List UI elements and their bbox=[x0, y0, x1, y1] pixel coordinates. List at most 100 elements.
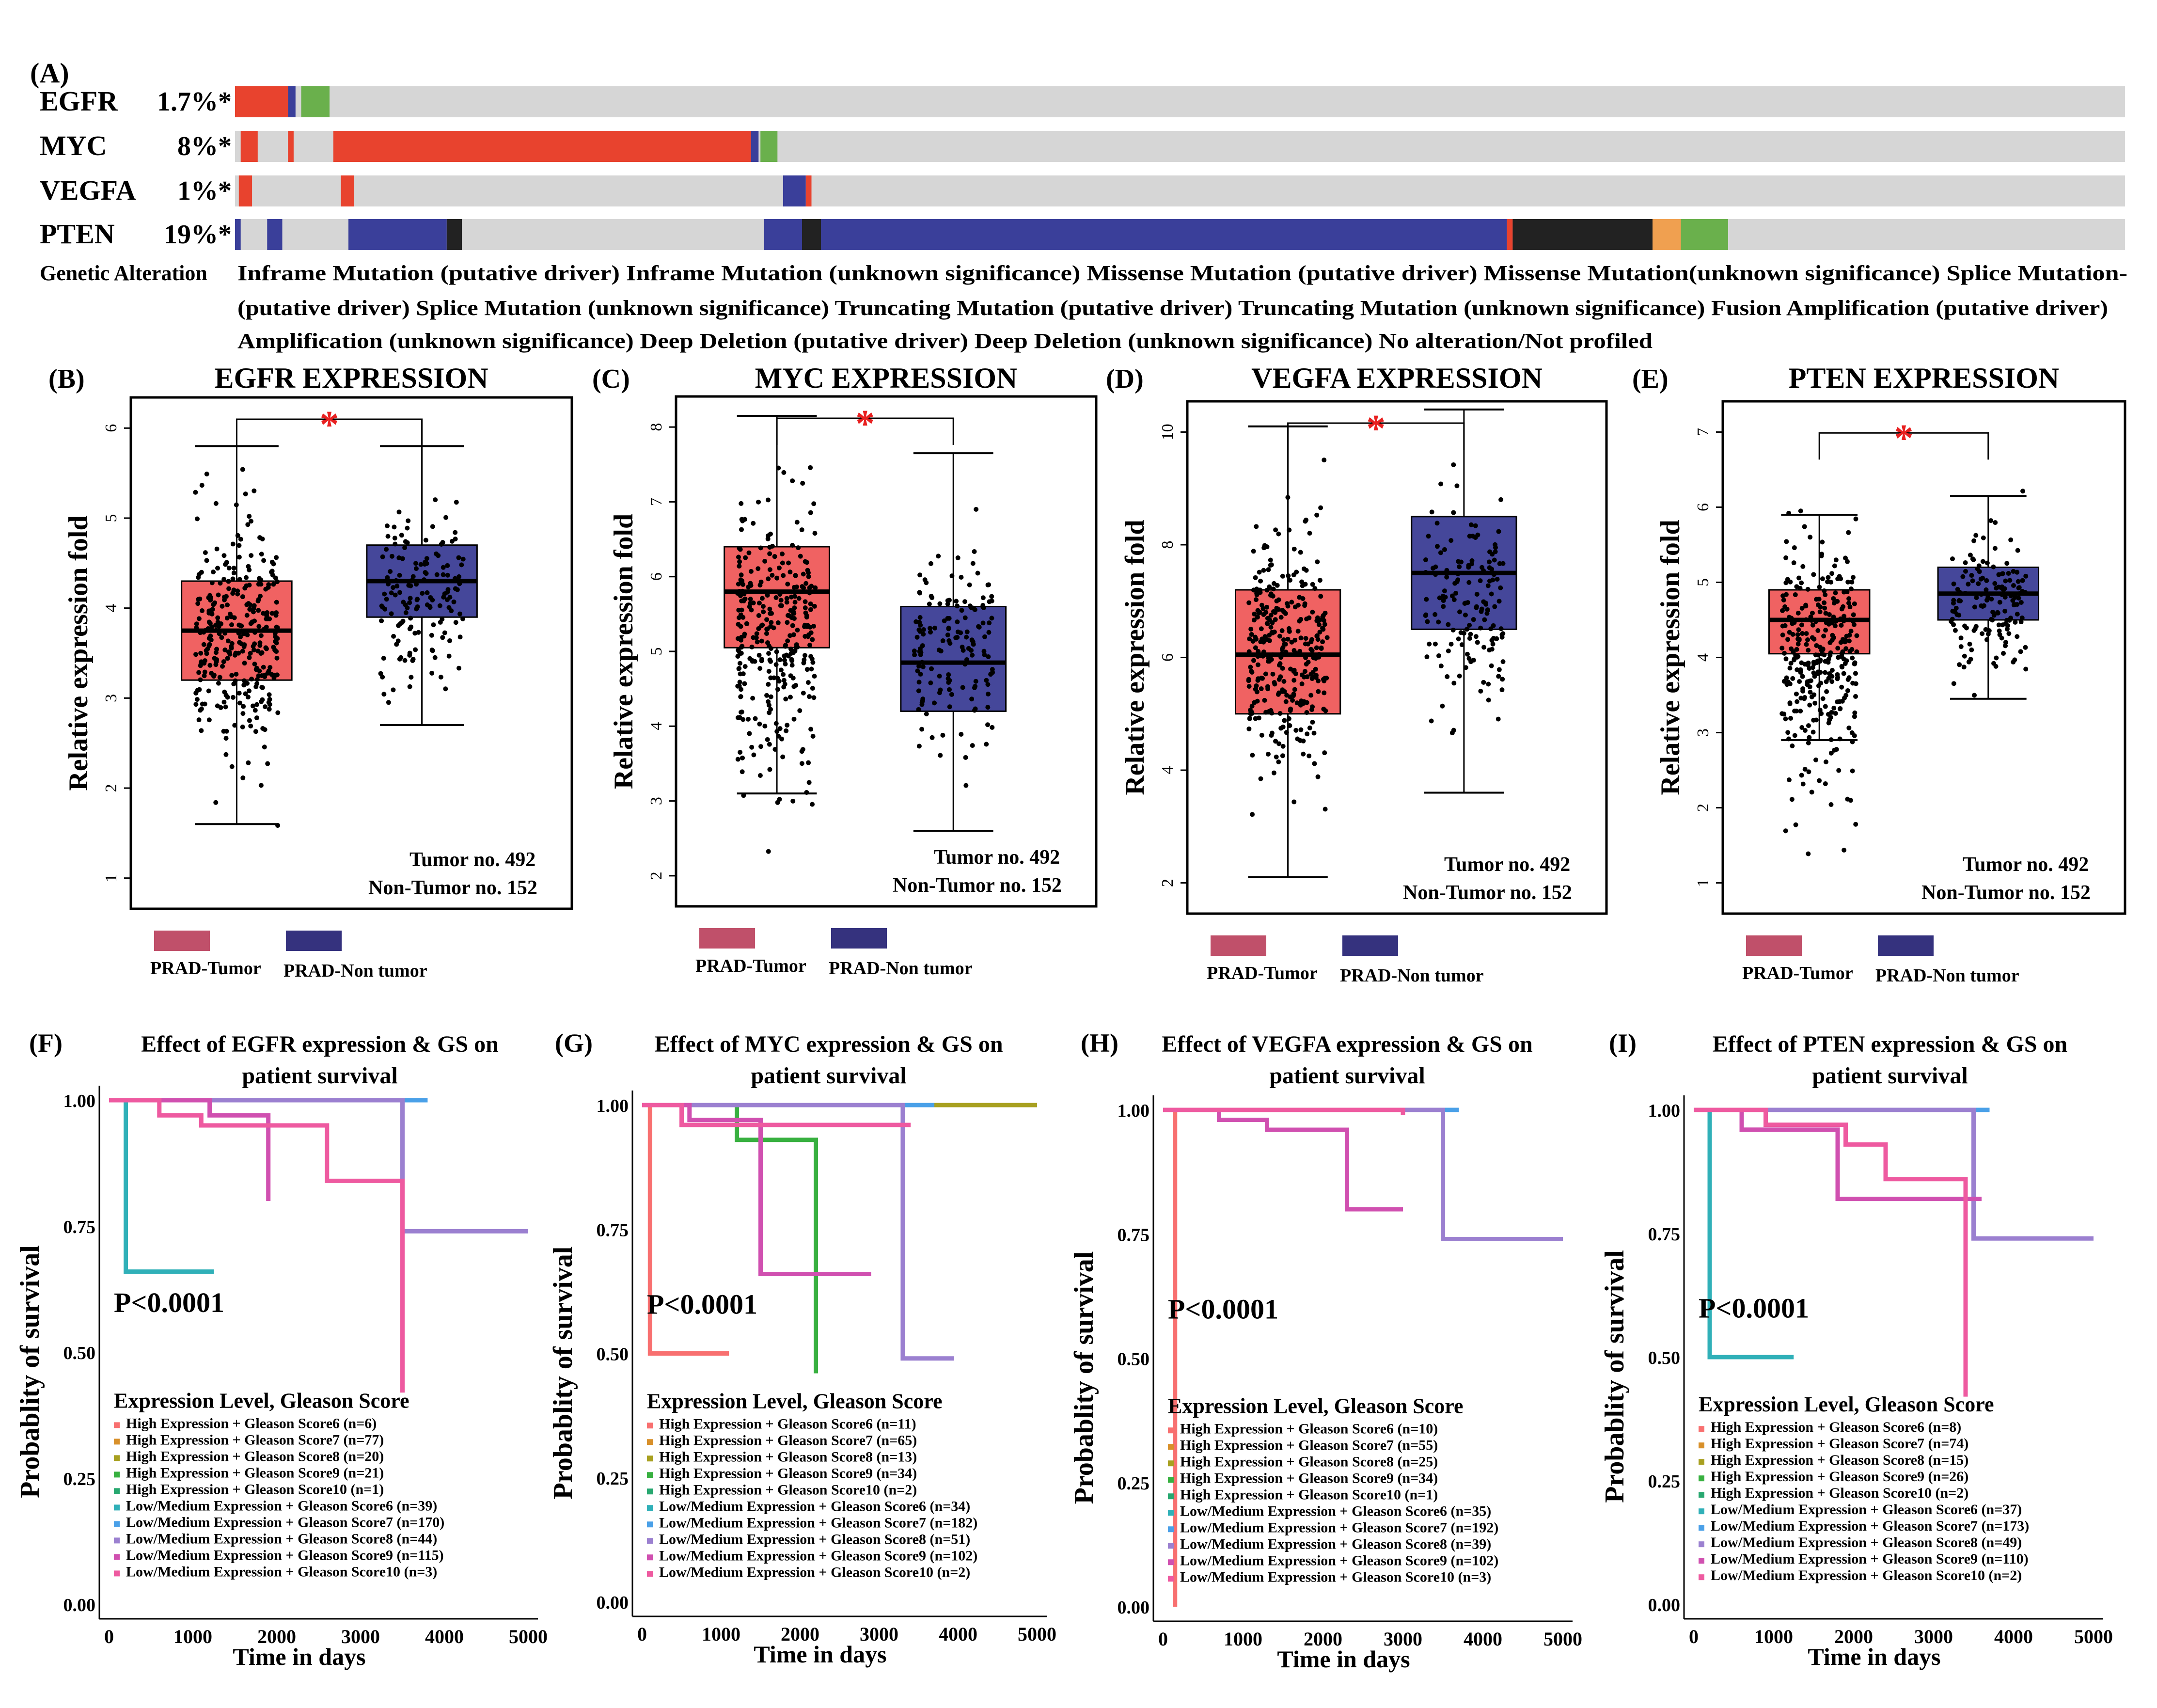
y-axis-label: Probablity of survival bbox=[548, 1247, 578, 1500]
data-point bbox=[1298, 550, 1303, 555]
legend-swatch-normal bbox=[1878, 935, 1934, 956]
y-tick-label: 1 bbox=[1694, 879, 1712, 887]
data-point bbox=[261, 664, 266, 670]
legend-entry: High Expression + Gleason Score10 (n=2) bbox=[659, 1482, 917, 1498]
data-point bbox=[1270, 671, 1275, 677]
data-point bbox=[1847, 648, 1853, 654]
legend-swatch bbox=[1168, 1576, 1174, 1582]
data-point bbox=[1500, 677, 1505, 682]
data-point bbox=[740, 769, 745, 775]
data-point bbox=[389, 554, 394, 559]
data-point bbox=[764, 617, 770, 622]
data-point bbox=[230, 541, 236, 547]
data-point bbox=[735, 757, 740, 762]
data-point bbox=[1301, 738, 1306, 743]
data-point bbox=[231, 681, 236, 687]
data-point bbox=[774, 729, 780, 734]
data-point bbox=[804, 790, 809, 795]
chart-title: patient survival bbox=[751, 1063, 906, 1089]
legend-entry: Low/Medium Expression + Gleason Score7 (… bbox=[1180, 1519, 1498, 1535]
panel-label: (D) bbox=[1106, 364, 1144, 394]
data-point bbox=[1851, 622, 1857, 627]
data-point bbox=[1248, 708, 1253, 713]
data-point bbox=[246, 601, 251, 606]
data-point bbox=[438, 675, 443, 680]
data-point bbox=[810, 686, 815, 691]
data-point bbox=[774, 575, 780, 581]
data-point bbox=[1295, 629, 1301, 634]
data-point bbox=[1787, 681, 1793, 687]
data-point bbox=[1267, 584, 1272, 589]
tumor-count: Tumor no. 492 bbox=[934, 846, 1060, 869]
legend-entry: Low/Medium Expression + Gleason Score9 (… bbox=[1711, 1551, 2029, 1567]
data-point bbox=[193, 652, 199, 657]
data-point bbox=[1853, 694, 1858, 699]
data-point bbox=[972, 607, 977, 612]
data-point bbox=[1438, 550, 1443, 555]
data-point bbox=[748, 597, 753, 602]
data-point bbox=[407, 652, 412, 658]
data-point bbox=[235, 533, 240, 538]
data-point bbox=[1794, 647, 1799, 652]
data-point bbox=[1972, 693, 1977, 698]
data-point bbox=[202, 669, 207, 675]
gene-percentage: 19%* bbox=[164, 220, 232, 250]
data-point bbox=[791, 585, 797, 590]
data-point bbox=[777, 726, 783, 731]
data-point bbox=[1852, 661, 1858, 666]
data-point bbox=[1814, 597, 1819, 602]
data-point bbox=[767, 545, 772, 550]
data-point bbox=[1481, 680, 1486, 685]
data-point bbox=[784, 728, 789, 733]
data-point bbox=[928, 561, 933, 566]
data-point bbox=[1459, 559, 1464, 565]
data-point bbox=[946, 598, 952, 603]
data-point bbox=[1292, 604, 1298, 610]
data-point bbox=[1314, 633, 1320, 638]
alteration-segment bbox=[240, 131, 258, 162]
data-point bbox=[1991, 564, 1996, 569]
data-point bbox=[207, 663, 213, 668]
y-tick-label: 3 bbox=[1694, 728, 1712, 737]
data-point bbox=[779, 736, 785, 742]
data-point bbox=[749, 744, 755, 750]
data-point bbox=[738, 750, 743, 755]
legend-swatch bbox=[1168, 1526, 1174, 1533]
significance-bracket bbox=[1818, 432, 1989, 460]
data-point bbox=[757, 773, 763, 778]
data-point bbox=[960, 685, 965, 690]
data-point bbox=[928, 630, 933, 635]
data-point bbox=[1827, 671, 1832, 677]
data-point bbox=[1839, 684, 1844, 690]
data-point bbox=[251, 609, 256, 615]
data-point bbox=[1847, 604, 1853, 610]
data-point bbox=[392, 524, 397, 530]
data-point bbox=[391, 633, 396, 639]
data-point bbox=[1257, 610, 1262, 615]
significance-bracket bbox=[236, 418, 423, 446]
data-point bbox=[805, 680, 811, 685]
data-point bbox=[1846, 601, 1851, 606]
data-point bbox=[1817, 659, 1823, 664]
data-point bbox=[2003, 643, 2008, 648]
data-point bbox=[1454, 483, 1460, 489]
data-point bbox=[785, 638, 790, 644]
y-tick-label: 3 bbox=[647, 797, 665, 805]
data-point bbox=[1493, 542, 1498, 547]
data-point bbox=[1822, 588, 1827, 593]
data-point bbox=[1794, 708, 1799, 713]
data-point bbox=[1810, 610, 1815, 616]
data-point bbox=[1440, 703, 1445, 709]
data-point bbox=[267, 616, 272, 621]
data-point bbox=[219, 635, 224, 640]
data-point bbox=[1853, 822, 1858, 827]
data-point bbox=[1246, 678, 1251, 683]
y-tick-label: 1.00 bbox=[1648, 1101, 1681, 1121]
data-point bbox=[1790, 676, 1795, 681]
data-point bbox=[1294, 569, 1299, 575]
data-point bbox=[1302, 669, 1307, 674]
data-point bbox=[257, 535, 263, 540]
data-point bbox=[2023, 666, 2029, 672]
data-point bbox=[1799, 773, 1804, 778]
y-tick-label: 1.00 bbox=[63, 1091, 96, 1111]
